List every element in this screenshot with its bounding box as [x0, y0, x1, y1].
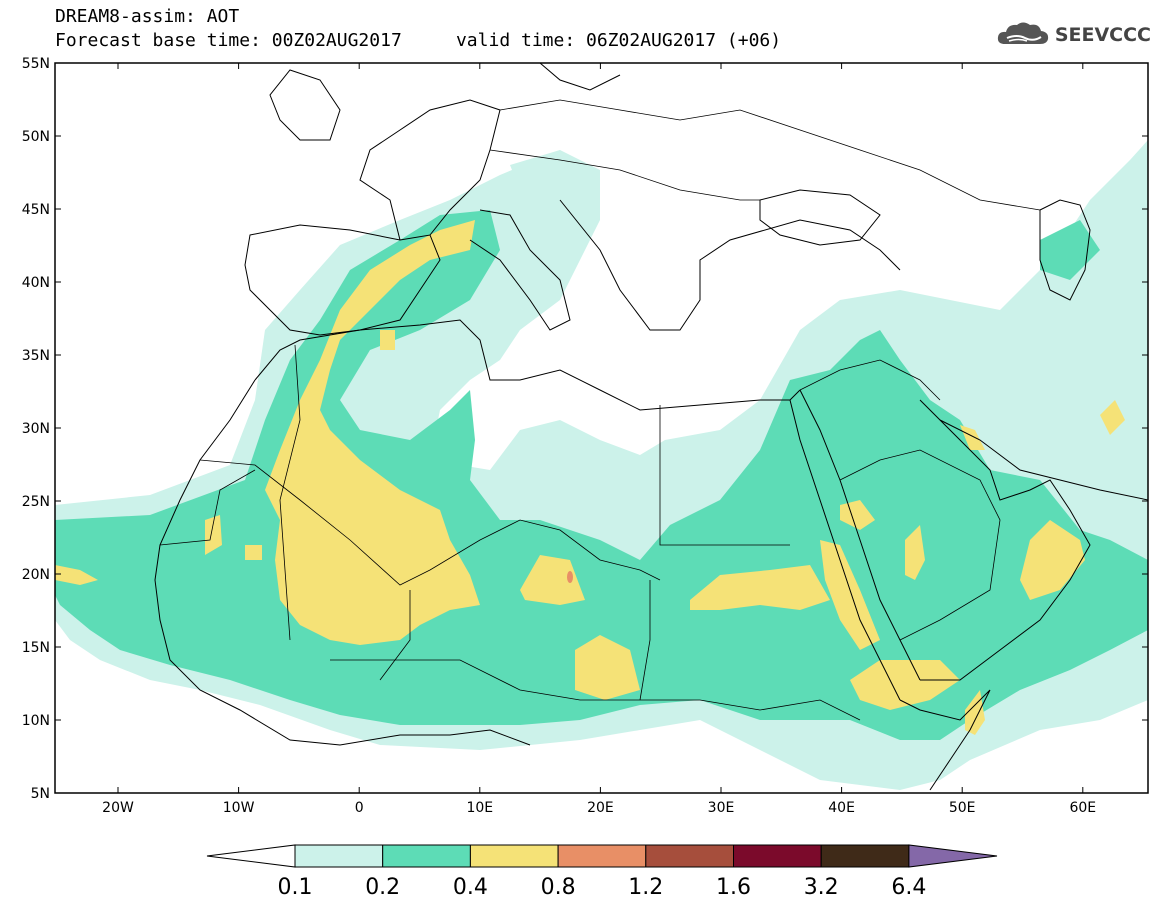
aot-contour-0.4-atlantic: [55, 565, 98, 585]
coast-red-sea-west: [789, 399, 901, 701]
lat-label: 5N: [31, 786, 50, 802]
border-africa-south: [330, 659, 861, 721]
lon-label: 60E: [1069, 800, 1096, 816]
colorbar-label: 0.4: [453, 875, 488, 900]
lat-label: 25N: [22, 494, 50, 510]
lat-label: 45N: [22, 202, 50, 218]
border-sahara-3: [379, 590, 411, 681]
colorbar-swatch: [733, 844, 822, 868]
aot-contour-0.4-yemen: [850, 660, 960, 710]
cloud-icon: [997, 22, 1048, 44]
logo-text: SEEVCCC: [1054, 24, 1151, 46]
aot-contour-0.4-west-sahara: [265, 220, 480, 645]
lat-label: 35N: [22, 348, 50, 364]
aot-contour-0.4-red-sea: [820, 540, 880, 650]
border-sahara-1: [199, 459, 661, 586]
seevccc-logo: SEEVCCC: [995, 20, 1151, 50]
lat-label: 15N: [22, 640, 50, 656]
lat-label: 30N: [22, 421, 50, 437]
border-chad-sudan: [639, 580, 651, 701]
coast-north-africa: [254, 319, 801, 411]
colorbar-label: 0.2: [365, 875, 400, 900]
lat-label: 10N: [22, 713, 50, 729]
coast-italy: [469, 209, 571, 331]
coast-france: [359, 99, 501, 241]
colorbar-label: 0.1: [278, 875, 313, 900]
colorbar-underflow-arrow: [206, 844, 296, 868]
aot-contour-0.4-chad: [520, 555, 585, 605]
colorbar-label: 0.8: [541, 875, 576, 900]
border-europe: [499, 99, 1041, 211]
aot-contour-0.4-oman: [1020, 520, 1085, 600]
aot-contour-0.4-egypt-sudan: [690, 565, 830, 610]
border-libya-egypt: [659, 405, 790, 546]
colorbar-swatch: [382, 844, 471, 868]
coast-caspian: [1039, 199, 1091, 301]
colorbar-swatch: [294, 844, 384, 868]
lon-label: 10W: [223, 800, 255, 816]
colorbar-swatch: [469, 844, 559, 868]
aot-contour-0.4-saudi: [905, 525, 925, 580]
lat-label: 50N: [22, 129, 50, 145]
lon-label: 50E: [949, 800, 976, 816]
colorbar: 0.1 0.2 0.4 0.8 1.2 1.6 3.2 6.4: [206, 844, 998, 900]
aot-contour-0.4-iran: [1100, 400, 1125, 435]
latitude-axis: 55N 50N 45N 40N 35N 30N 25N 20N 15N 10N 5N: [22, 56, 1148, 802]
lon-label: 0: [355, 800, 364, 816]
coast-arabia-south: [919, 399, 1091, 681]
coast-horn-africa: [899, 689, 991, 791]
aot-contour-0.4-mauritania: [205, 515, 222, 555]
borders: [159, 99, 1041, 721]
border-sahara-2: [279, 344, 301, 641]
lat-label: 20N: [22, 567, 50, 583]
coast-scandinavia: [539, 63, 621, 91]
coast-uk: [269, 69, 341, 141]
colorbar-label: 3.2: [804, 875, 839, 900]
border-sahel: [159, 469, 256, 546]
longitude-axis: 20W 10W 0 10E 20E 30E 40E 50E 60E: [102, 63, 1096, 816]
aot-contour-0.2-caspian: [1040, 220, 1100, 280]
coast-black-sea: [759, 189, 881, 246]
colorbar-label: 1.6: [716, 875, 751, 900]
aot-contour-0.4-gulf: [960, 425, 985, 450]
colorbar-label: 1.2: [628, 875, 663, 900]
forecast-times: Forecast base time: 00Z02AUG2017 valid t…: [55, 30, 782, 51]
border-iraq: [799, 359, 941, 401]
lon-label: 20W: [102, 800, 134, 816]
lon-label: 30E: [708, 800, 735, 816]
lon-label: 10E: [466, 800, 493, 816]
aot-contour-0.4-small1: [245, 545, 262, 560]
colorbar-swatch: [820, 844, 910, 868]
aot-contour-0.1-alps: [510, 150, 580, 190]
aot-contour-0.4-somalia: [965, 690, 985, 735]
lon-label: 20E: [587, 800, 614, 816]
aot-contours: [55, 63, 1148, 791]
border-arabia: [839, 449, 1001, 641]
coast-balkans: [559, 199, 901, 331]
lon-label: 40E: [828, 800, 855, 816]
chart-title: DREAM8-assim: AOT: [55, 6, 240, 27]
aot-contour-0.4-sudan: [575, 635, 640, 700]
colorbar-label: 6.4: [891, 875, 926, 900]
colorbar-swatch: [557, 844, 647, 868]
aot-contour-0.4-small2: [380, 330, 395, 350]
coast-west-africa: [154, 379, 531, 746]
lat-label: 40N: [22, 275, 50, 291]
colorbar-overflow-arrow: [908, 844, 998, 868]
coast-iran: [939, 419, 1148, 501]
colorbar-swatch: [645, 844, 734, 868]
lat-label: 55N: [22, 56, 50, 72]
aot-contour-0.8-chad: [567, 571, 573, 583]
border-europe-2: [489, 149, 760, 201]
coast-iberia: [244, 224, 441, 336]
